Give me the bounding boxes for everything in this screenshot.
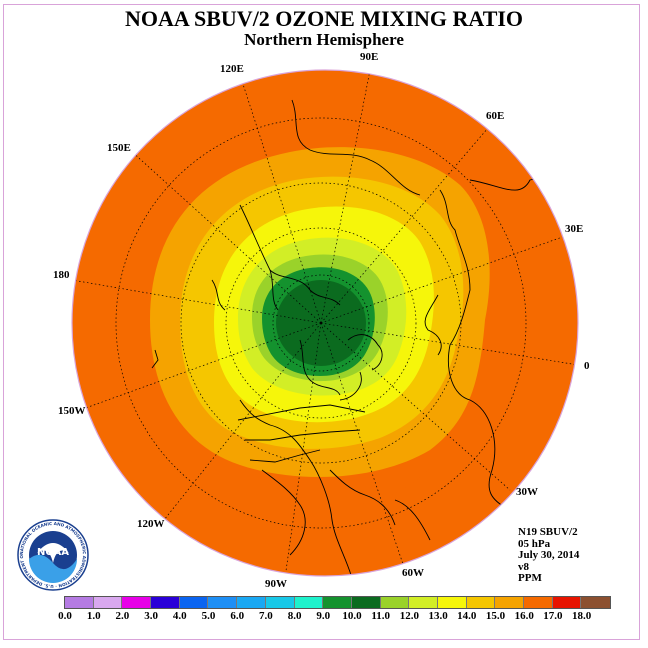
- colorbar-swatch: [208, 597, 238, 608]
- colorbar-tick-label: 15.0: [485, 610, 506, 622]
- info-level: 05 hPa: [518, 537, 551, 550]
- colorbar-swatch: [65, 597, 94, 608]
- noaa-logo: NATIONAL OCEANIC AND ATMOSPHERIC ADMINIS…: [17, 519, 89, 591]
- colorbar-swatch: [294, 597, 324, 608]
- lon-label-60w: 60W: [402, 567, 424, 579]
- colorbar-swatch: [581, 597, 611, 608]
- lon-label-150e: 150E: [107, 142, 131, 154]
- map-subtitle: Northern Hemisphere: [244, 30, 404, 49]
- info-units: PPM: [518, 572, 542, 584]
- colorbar-tick-label: 12.0: [399, 610, 420, 622]
- colorbar-swatch: [179, 597, 209, 608]
- colorbar-tick-label: 5.0: [201, 610, 216, 622]
- colorbar-swatch: [437, 597, 467, 608]
- colorbar-tick-label: 6.0: [230, 610, 245, 622]
- colorbar-swatch: [265, 597, 295, 608]
- plot-frame: [3, 4, 640, 640]
- colorbar-tick-label: 8.0: [287, 610, 302, 622]
- colorbar-swatch: [93, 597, 123, 608]
- colorbar-swatch: [552, 597, 582, 608]
- colorbar-swatch: [409, 597, 438, 608]
- lon-label-150w: 150W: [58, 405, 86, 417]
- colorbar-swatch: [466, 597, 496, 608]
- colorbar: [64, 596, 612, 609]
- colorbar-tick-label: 0.0: [58, 610, 72, 622]
- lon-label-180: 180: [53, 269, 70, 281]
- colorbar-tick-label: 1.0: [86, 610, 101, 622]
- lat-75: [272, 274, 370, 372]
- colorbar-swatch: [351, 597, 381, 608]
- colorbar-swatch: [323, 597, 352, 608]
- ozone-field: [72, 70, 578, 576]
- colorbar-swatch: [122, 597, 152, 608]
- lon-label-120w: 120W: [137, 518, 165, 530]
- lon-label-120e: 120E: [220, 63, 244, 75]
- logo-bird: [37, 543, 69, 563]
- info-version: v8: [518, 560, 529, 573]
- lon-label-0: 0: [584, 360, 590, 372]
- lon-label-30e: 30E: [565, 223, 584, 235]
- colorbar-swatch: [524, 597, 553, 608]
- colorbar-tick-label: 14.0: [457, 610, 477, 622]
- colorbar-tick-label: 13.0: [428, 610, 448, 622]
- info-block: N19 SBUV/2 05 hPa July 30, 2014 v8 PPM: [518, 526, 580, 585]
- lon-label-30w: 30W: [516, 486, 538, 498]
- colorbar-tick-label: 10.0: [342, 610, 362, 622]
- map-title: NOAA SBUV/2 OZONE MIXING RATIO: [124, 6, 524, 31]
- lon-label-60e: 60E: [486, 110, 505, 122]
- colorbar-swatch: [237, 597, 266, 608]
- colorbar-tick-label: 18.0: [571, 610, 592, 622]
- colorbar-swatch: [495, 597, 524, 608]
- colorbar-tick-label: 11.0: [371, 610, 391, 622]
- lon-label-90w: 90W: [265, 578, 287, 590]
- logo-text: NOAA: [37, 547, 69, 558]
- colorbar-tick-label: 4.0: [172, 610, 187, 622]
- lat-45: [180, 182, 462, 464]
- lat-30: [115, 117, 527, 529]
- map-boundary: [71, 69, 579, 577]
- colorbar-swatch: [151, 597, 180, 608]
- logo-wave: [29, 554, 77, 583]
- colorbar-swatch: [380, 597, 410, 608]
- colorbar-tick-label: 2.0: [115, 610, 130, 622]
- info-satellite: N19 SBUV/2: [518, 526, 578, 538]
- colorbar-tick-label: 9.0: [316, 610, 331, 622]
- lon-label-90e: 90E: [360, 51, 379, 63]
- colorbar-tick-label: 17.0: [543, 610, 563, 622]
- colorbar-tick-label: 3.0: [144, 610, 158, 622]
- info-date: July 30, 2014: [518, 549, 580, 561]
- graticule: [72, 70, 578, 576]
- colorbar-tick-label: 16.0: [514, 610, 534, 622]
- colorbar-tick-label: 7.0: [259, 610, 273, 622]
- lat-60: [225, 227, 417, 419]
